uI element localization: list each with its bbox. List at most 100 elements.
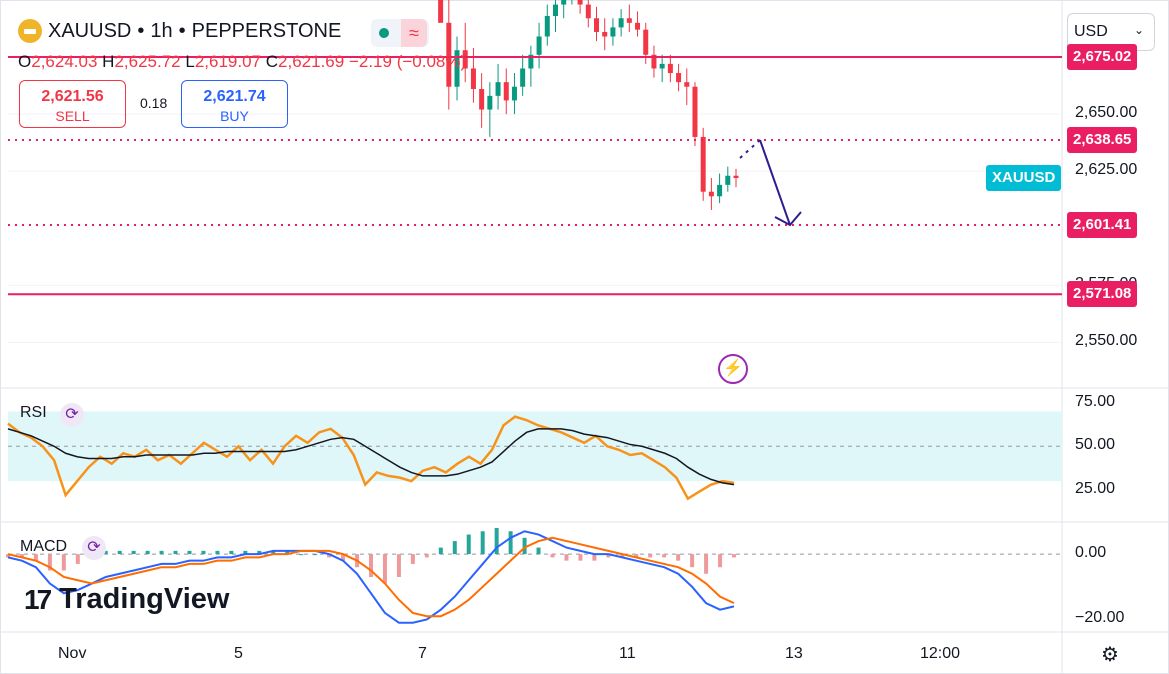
macd-histogram-bar [243,550,248,555]
flash-icon[interactable]: ⚡ [718,354,748,384]
time-tick-label: Nov [58,645,87,662]
candle-body [561,0,567,5]
buy-price: 2,621.74 [203,88,266,105]
market-status-pill[interactable]: ≈ [371,19,429,47]
open-value: 2,624.03 [31,52,98,71]
macd-title[interactable]: MACD [20,538,68,555]
candle-body [487,95,493,110]
candle-body [528,54,534,69]
projection-arrowhead [774,211,802,227]
candle-body [503,82,509,101]
level-price-tag: 2,638.65 [1067,127,1138,154]
ohlc-readout: O2,624.03 H2,625.72 L2,619.07 C2,621.69 … [18,52,466,72]
macd-tick-label: 0.00 [1075,544,1107,562]
rsi-settings-icon[interactable]: ⟳ [60,403,84,427]
sell-button[interactable]: 2,621.56 SELL [19,80,126,128]
gear-icon[interactable]: ⚙ [1101,644,1119,666]
macd-histogram-bar [117,550,122,555]
market-open-dot-icon [379,28,389,38]
macd-histogram-bar [676,554,681,561]
symbol-price-tag: XAUUSD [986,165,1062,192]
candle-body [733,175,739,179]
close-label: C [265,52,279,71]
macd-histogram-bar [187,550,192,555]
macd-settings-icon[interactable]: ⟳ [82,536,106,560]
candle-body [454,50,460,87]
open-label: O [18,52,32,71]
macd-tick-label: −20.00 [1075,609,1125,627]
macd-histogram-bar [662,554,667,558]
sell-label: SELL [55,108,90,124]
macd-histogram-bar [690,554,695,568]
tradingview-logo[interactable]: 17 TradingView [24,583,229,616]
tradingview-wordmark: TradingView [59,583,230,615]
level-price-tag: 2,571.08 [1067,281,1138,308]
macd-histogram-bar [494,528,499,555]
symbol-header[interactable]: XAUUSD • 1h • PEPPERSTONE [18,19,341,43]
macd-histogram-bar [61,554,66,571]
macd-histogram-bar [396,554,401,577]
macd-histogram-bar [6,554,10,558]
macd-histogram-bar [369,554,373,577]
candle-body [659,63,665,69]
candle-body [446,22,452,87]
projection-arrow [759,139,791,226]
macd-line [7,530,735,624]
macd-histogram-bar [145,550,150,555]
buy-button[interactable]: 2,621.74 BUY [181,80,288,128]
macd-histogram-bar [648,554,653,558]
interval-label: 1h [150,19,173,42]
macd-histogram-bar [215,550,220,555]
macd-histogram-bar [410,554,415,564]
macd-histogram-bar [75,554,80,564]
candle-body [511,86,517,101]
candle-body [676,73,682,83]
projection-dotted-line [739,139,761,159]
macd-histogram-bar [508,531,513,555]
low-label: L [185,52,195,71]
macd-histogram-bar [19,554,24,558]
rsi-line [7,415,735,501]
macd-histogram-bar [634,554,639,558]
macd-histogram-bar [606,554,611,558]
symbol-name: XAUUSD [48,19,132,42]
macd-histogram-bar [550,554,555,558]
price-tick-label: 2,625.00 [1075,161,1138,179]
wave-icon[interactable]: ≈ [401,19,427,47]
candle-body [643,29,649,55]
candle-body [602,31,608,37]
sell-price: 2,621.56 [41,88,104,105]
candle-body [684,82,690,87]
rsi-title[interactable]: RSI [20,404,47,421]
candle-body [520,68,526,87]
gold-bar-icon [18,19,42,43]
candle-body [544,15,550,37]
macd-histogram-bar [299,554,304,556]
macd-histogram-bar [103,550,108,555]
high-value: 2,625.72 [114,52,181,71]
header-separator: • [178,19,186,42]
time-tick-label: 13 [785,645,803,662]
macd-histogram-bar [592,554,597,561]
low-value: 2,619.07 [194,52,262,71]
rsi-tick-label: 25.00 [1075,479,1116,497]
macd-histogram-bar [620,554,625,558]
candle-body [692,86,698,137]
macd-histogram-bar [201,550,206,555]
macd-histogram-bar [382,554,387,584]
header-separator: • [137,19,145,42]
macd-histogram-bar [424,554,429,558]
time-tick-label: 11 [619,645,636,662]
candle-body [626,18,632,23]
close-value: 2,621.69 [278,52,345,71]
change-value: −2.19 (−0.08%) [348,52,467,71]
macd-histogram-bar [704,554,709,574]
candle-body [618,18,624,28]
macd-histogram-bar [466,534,471,555]
rsi-tick-label: 75.00 [1075,392,1116,410]
macd-histogram-bar [47,554,52,571]
candle-body [610,27,616,37]
macd-histogram-bar [480,531,485,555]
candle-body [495,82,501,96]
